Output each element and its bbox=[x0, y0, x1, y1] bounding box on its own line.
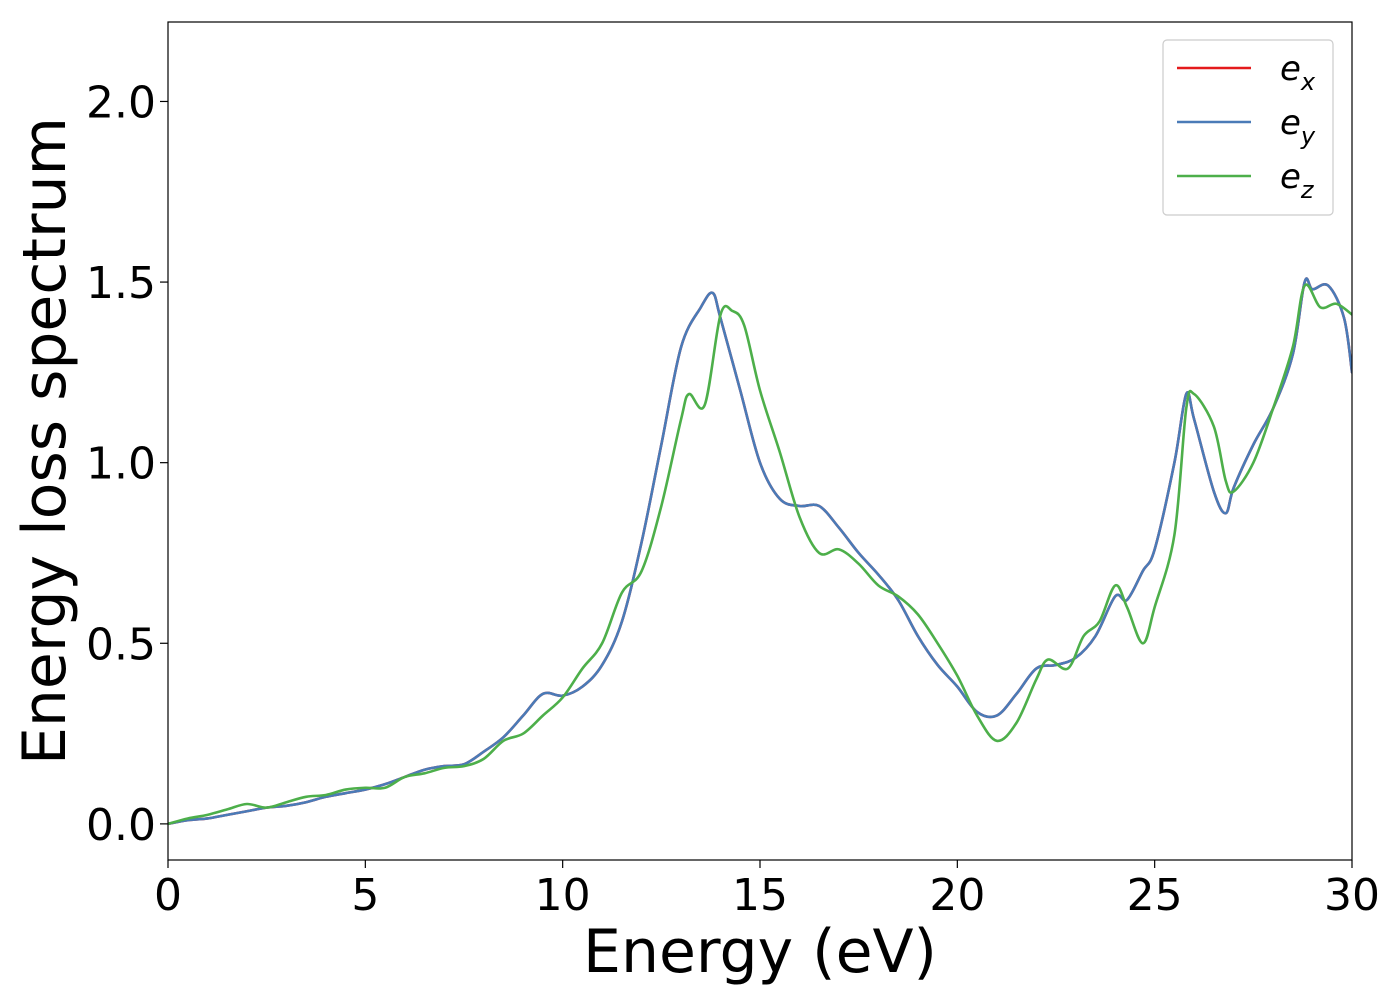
y-axis-title: Energy loss spectrum bbox=[10, 117, 80, 765]
series-line-z bbox=[168, 283, 1352, 826]
legend-label-base: e bbox=[1280, 103, 1301, 143]
y-tick-label: 2.0 bbox=[86, 77, 156, 128]
y-tick-label: 1.0 bbox=[86, 439, 156, 490]
legend-label-subscript: x bbox=[1300, 68, 1316, 96]
series-layer bbox=[168, 277, 1352, 826]
legend-box bbox=[1162, 39, 1334, 216]
legend-label-subscript: z bbox=[1300, 176, 1315, 204]
legend-label-base: e bbox=[1280, 157, 1301, 197]
plot-area bbox=[168, 22, 1352, 860]
x-tick-label: 30 bbox=[1324, 870, 1380, 921]
y-tick-label: 0.0 bbox=[86, 800, 156, 851]
legend-label-subscript: y bbox=[1300, 122, 1316, 150]
x-tick-label: 25 bbox=[1127, 870, 1183, 921]
x-tick-label: 10 bbox=[535, 870, 591, 921]
series-line-y bbox=[168, 277, 1352, 826]
legend-label-z: ez bbox=[1280, 157, 1315, 204]
x-tick-label: 0 bbox=[154, 870, 182, 921]
x-axis: 0 5 10 15 20 25 30 bbox=[154, 860, 1380, 921]
legend-label-y: ey bbox=[1280, 103, 1316, 150]
x-tick-label: 20 bbox=[929, 870, 985, 921]
y-tick-label: 0.5 bbox=[86, 619, 156, 670]
x-tick-label: 5 bbox=[351, 870, 379, 921]
x-tick-label: 15 bbox=[732, 870, 788, 921]
y-axis: 0.0 0.5 1.0 1.5 2.0 bbox=[86, 77, 168, 851]
legend-label-x: ex bbox=[1280, 49, 1316, 96]
legend-label-base: e bbox=[1280, 49, 1301, 89]
x-axis-title: Energy (eV) bbox=[583, 917, 937, 987]
y-tick-label: 1.5 bbox=[86, 258, 156, 309]
